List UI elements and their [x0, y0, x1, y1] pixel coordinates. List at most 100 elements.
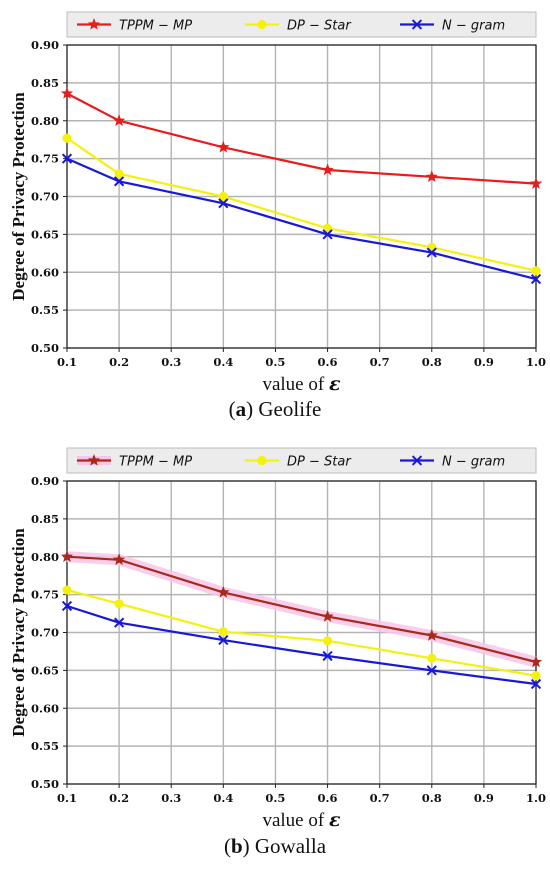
chart-b-legend-marker-0 — [87, 454, 101, 466]
chart-b-y-axis-label: Degree of Privacy Protection — [9, 528, 28, 737]
chart-b-series-0-point — [60, 550, 74, 562]
chart-a-series-0-point — [217, 140, 230, 153]
chart-a-y-tick-label: 0.75 — [31, 152, 59, 166]
chart-a-svg: 0.1 0.2 0.3 0.4 0.5 0.6 0.7 0.8 0.9 1.0 0.50 0.55 0.… — [9, 11, 546, 395]
chart-a-x-tick-label: 0.3 — [161, 355, 181, 369]
chart-b-series-2-point — [61, 600, 73, 612]
chart-b-legend-marker-2 — [411, 455, 423, 466]
chart-b-x-tick-label: 0.9 — [474, 791, 494, 805]
caption-b-letter: b — [230, 834, 243, 858]
chart-b-series-0-point — [425, 629, 438, 641]
chart-a-y-tick-label: 0.60 — [31, 265, 59, 279]
chart-b-series-1-point — [114, 599, 124, 609]
chart-a-x-axis-label-symbol: ε — [329, 373, 341, 395]
chart-b-series-1-point — [427, 653, 437, 663]
chart-b-series-2-point — [218, 634, 229, 646]
caption-b-title: Gowalla — [254, 834, 327, 858]
caption-a: (a) Geolife — [228, 397, 322, 421]
chart-a-legend-marker-0 — [87, 18, 101, 30]
chart-a-series-2-line — [66, 157, 537, 281]
chart-a-series-1-point — [114, 169, 124, 179]
chart-b-x-tick-label: 0.7 — [370, 791, 390, 805]
chart-b-y-tick-label: 0.90 — [31, 474, 59, 488]
chart-b-x-tick-label: 0.6 — [318, 791, 338, 805]
chart-a-legend-marker-2 — [411, 19, 423, 30]
chart-b-series-1-point — [218, 627, 228, 637]
chart-a-x-tick-label: 0.5 — [265, 355, 285, 369]
chart-a-x-tick-label: 0.6 — [318, 355, 338, 369]
chart-b-series-2-line — [66, 604, 537, 686]
chart-a-x-tick-label: 0.2 — [109, 355, 129, 369]
chart-a-series-0-point — [60, 87, 74, 99]
chart-b-x-tick-label: 0.4 — [213, 791, 233, 805]
chart-b-y-tick-label: 0.65 — [31, 663, 59, 677]
chart-a-series-2-point — [322, 229, 333, 240]
chart-b-svg: 0.1 0.2 0.3 0.4 0.5 0.6 0.7 0.8 0.9 1.0 0.50 0.55 0.… — [9, 447, 546, 831]
chart-a-legend-item-2: N − gram — [400, 19, 505, 34]
chart-b-y-tick-label: 0.70 — [31, 626, 59, 640]
chart-a-series-1-point — [322, 223, 333, 233]
chart-b-series-0-point — [321, 610, 334, 622]
chart-a-series-2-point — [530, 273, 542, 285]
chart-b-y-tick-label: 0.85 — [31, 512, 59, 526]
chart-b-series-2 — [61, 600, 542, 690]
chart-a-x-tick-label: 1.0 — [526, 355, 546, 369]
chart-a-series-1 — [62, 133, 541, 276]
chart-b-legend-item-0: TPPM − MP — [77, 454, 192, 470]
chart-b-series-1-point — [62, 585, 72, 595]
chart-b-x-axis-label: value of ε — [262, 809, 340, 831]
chart-b-legend-item-1: DP − Star — [245, 455, 352, 470]
chart-b-series-2-point — [426, 665, 437, 676]
chart-a-y-tick-label: 0.65 — [31, 227, 59, 241]
chart-a-grid — [66, 44, 537, 349]
chart-b-y-tick-label: 0.60 — [31, 701, 59, 715]
chart-b-x-tick-label: 0.1 — [57, 791, 77, 805]
chart-b-grid — [66, 480, 537, 785]
chart-b-series-2-point — [114, 617, 125, 628]
chart-b-y-tick-label: 0.55 — [31, 739, 59, 753]
chart-panel-b: 0.1 0.2 0.3 0.4 0.5 0.6 0.7 0.8 0.9 1.0 0.50 0.55 0.… — [0, 436, 550, 873]
chart-b-series-0 — [60, 550, 543, 668]
chart-a-series-1-line — [66, 137, 537, 272]
chart-b-x-tick-label: 1.0 — [526, 791, 546, 805]
chart-a-series-2-point — [114, 176, 125, 187]
chart-b-x-tick-label: 0.8 — [422, 791, 442, 805]
chart-b-series-2-point — [530, 678, 542, 690]
chart-a-series-1-point — [218, 191, 228, 202]
chart-b-x-axis-label-text: value of — [262, 810, 328, 831]
chart-a-legend-item-1: DP − Star — [245, 19, 352, 34]
chart-a-series-0-point — [425, 170, 438, 182]
chart-b-series-2-point — [322, 650, 333, 662]
chart-b-legend: TPPM − MP DP − Star N − gram — [66, 447, 537, 474]
chart-a-series-0 — [60, 87, 543, 189]
chart-a-x-tick-label: 0.8 — [422, 355, 442, 369]
chart-b-series-0-point — [217, 585, 230, 598]
chart-b-x-axis-label-symbol: ε — [329, 809, 341, 831]
chart-b-legend-label-1: DP − Star — [287, 455, 352, 470]
chart-b-series-0-line — [66, 555, 537, 664]
chart-a-series-0-line — [66, 92, 537, 185]
chart-a-x-tick-label: 0.1 — [57, 355, 77, 369]
chart-b-y-tick-label: 0.75 — [31, 588, 59, 602]
chart-b-y-tick-label: 0.80 — [31, 550, 59, 564]
chart-b-series-1-line — [66, 589, 537, 677]
chart-a-series-0-point — [529, 177, 543, 189]
chart-a-x-axis-label: value of ε — [262, 373, 340, 395]
chart-b-series-1 — [62, 585, 541, 681]
caption-a-title: Geolife — [258, 397, 322, 421]
chart-a-legend-box — [66, 11, 537, 38]
chart-b-series-0-point — [529, 655, 543, 668]
chart-a-legend-item-0: TPPM − MP — [77, 18, 192, 34]
chart-a-y-tick-label: 0.55 — [31, 303, 59, 317]
chart-a-legend-label-1: DP − Star — [287, 19, 352, 34]
chart-a-series-1-point — [531, 266, 541, 276]
chart-b-legend-marker-1 — [257, 455, 267, 466]
chart-a-x-tick-label: 0.9 — [474, 355, 494, 369]
chart-a-x-tick-label: 0.7 — [370, 355, 390, 369]
chart-a-y-axis-label: Degree of Privacy Protection — [9, 92, 28, 301]
chart-a-y-tick-label: 0.90 — [31, 38, 59, 52]
chart-a-series-2 — [61, 153, 542, 285]
chart-a-y-tick-label: 0.85 — [31, 76, 59, 90]
chart-a-series-2-point — [426, 247, 437, 258]
chart-a-series-0-point — [113, 114, 126, 126]
